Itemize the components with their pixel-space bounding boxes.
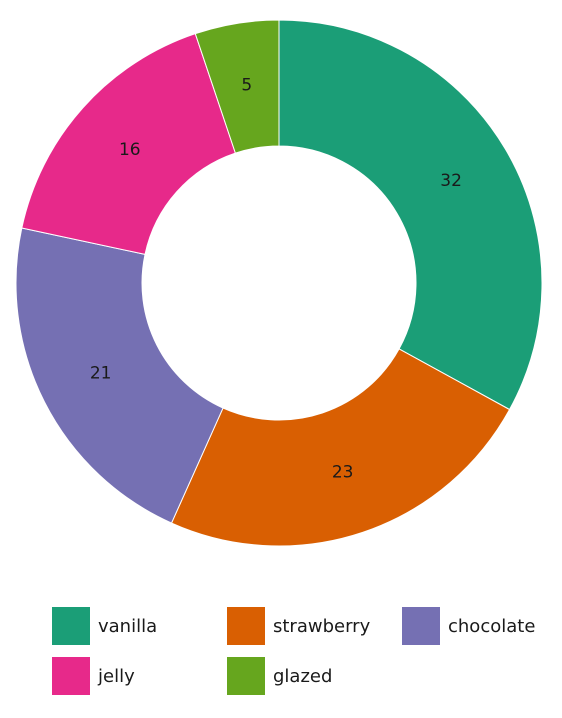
donut-chart: 32 23 21 16 5 [15, 19, 543, 547]
slice-jelly[interactable] [21, 33, 237, 255]
legend-item-jelly[interactable]: jelly [52, 657, 227, 695]
slice-vanilla[interactable] [278, 19, 543, 411]
slice-strawberry[interactable] [170, 348, 511, 547]
slice-value-label-vanilla: 32 [440, 171, 462, 191]
legend-label-chocolate: chocolate [448, 615, 536, 637]
slice-value-label-glazed: 5 [241, 76, 252, 96]
legend-item-glazed[interactable]: glazed [227, 657, 402, 695]
slice-value-label-jelly: 16 [119, 140, 141, 160]
legend-label-vanilla: vanilla [98, 615, 158, 637]
legend-swatch-vanilla [52, 607, 90, 645]
legend-swatch-jelly [52, 657, 90, 695]
slice-value-label-strawberry: 23 [332, 463, 354, 483]
legend-item-vanilla[interactable]: vanilla [52, 607, 227, 645]
legend: vanilla strawberry chocolate jelly glaze… [52, 607, 552, 695]
legend-item-chocolate[interactable]: chocolate [402, 607, 552, 645]
legend-swatch-chocolate [402, 607, 440, 645]
legend-label-strawberry: strawberry [273, 615, 371, 637]
legend-swatch-strawberry [227, 607, 265, 645]
legend-item-strawberry[interactable]: strawberry [227, 607, 402, 645]
slice-value-label-chocolate: 21 [90, 364, 112, 384]
legend-swatch-glazed [227, 657, 265, 695]
slice-glazed[interactable] [194, 19, 280, 154]
legend-label-glazed: glazed [273, 665, 333, 687]
legend-label-jelly: jelly [98, 665, 135, 687]
slice-chocolate[interactable] [15, 227, 224, 524]
